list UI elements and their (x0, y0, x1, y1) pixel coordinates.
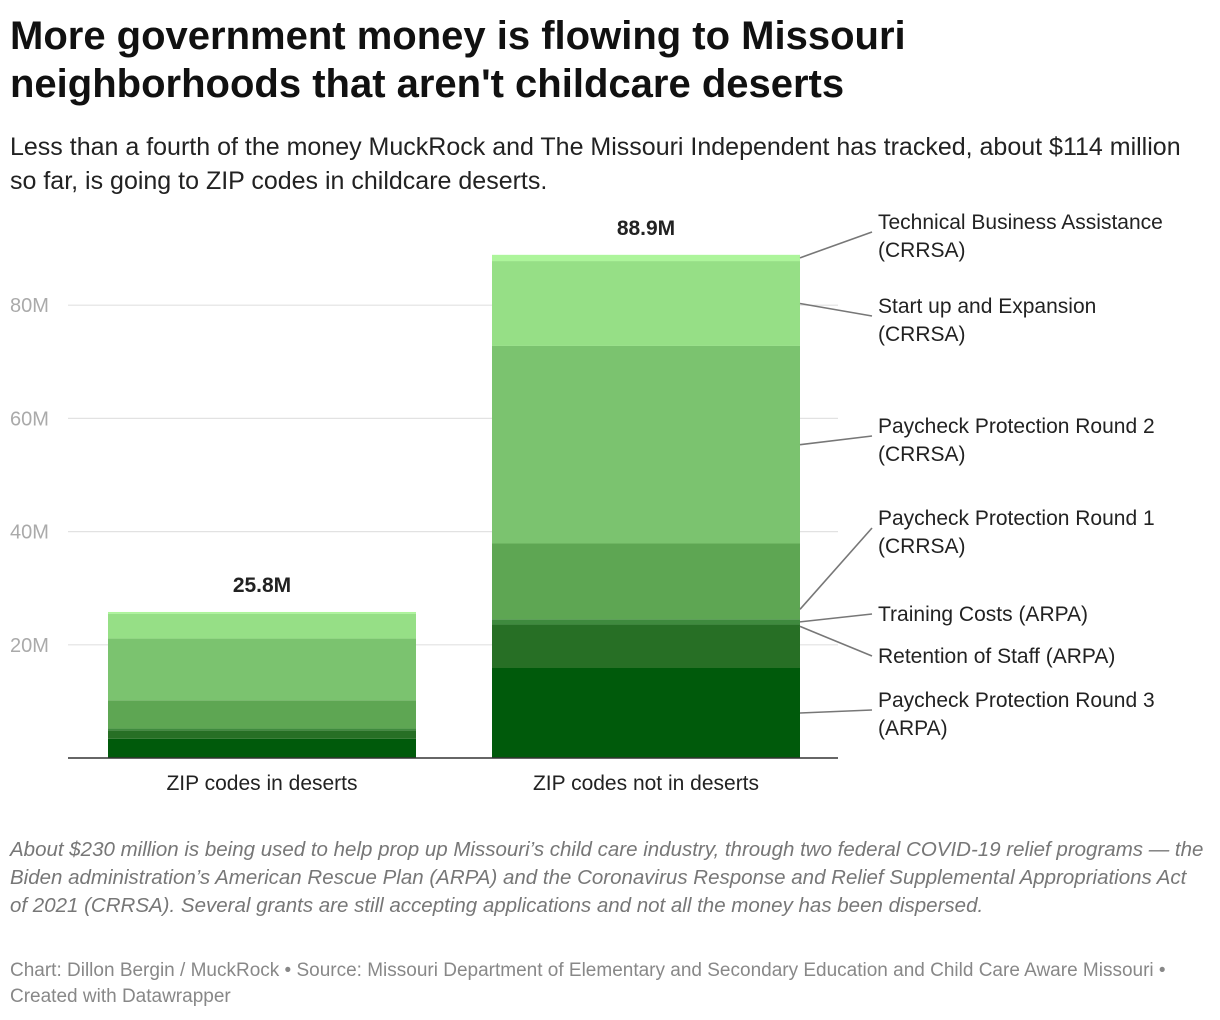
series-label: (CRRSA) (878, 535, 966, 558)
category-label: ZIP codes not in deserts (533, 772, 759, 795)
bar-segment (492, 261, 800, 346)
bar-segment (108, 738, 416, 758)
bar-segment (108, 613, 416, 639)
bar-segment (108, 728, 416, 731)
series-label: (CRRSA) (878, 443, 966, 466)
bar-total-label: 88.9M (617, 217, 675, 240)
stacked-bar-chart: 20M 40M 60M 80M 25.8M ZIP codes in deserts 88… (10, 211, 1163, 795)
bar-segment (108, 700, 416, 729)
bars: 25.8M ZIP codes in deserts 88.9M ZIP codes … (108, 217, 800, 795)
series-labels: Paycheck Protection Round 3 (ARPA) Retenti… (799, 211, 1163, 740)
bar-segment (108, 730, 416, 739)
bar-segment (108, 611, 416, 614)
chart-title: More government money is flowing to Miss… (10, 14, 906, 106)
chart-source: Chart: Dillon Bergin / MuckRock • Source… (10, 960, 1166, 1007)
y-tick-label: 40M (10, 522, 49, 544)
series-label: Retention of Staff (ARPA) (878, 645, 1115, 668)
bar-segment (492, 668, 800, 758)
series-label: Training Costs (ARPA) (878, 603, 1088, 626)
series-label: (CRRSA) (878, 323, 966, 346)
chart-subtitle: Less than a fourth of the money MuckRock… (10, 133, 1181, 195)
label-connector (799, 527, 873, 610)
category-label: ZIP codes in deserts (166, 772, 357, 795)
bar-segment (492, 543, 800, 620)
label-connector (799, 231, 873, 259)
bar-total-label: 25.8M (233, 574, 291, 597)
series-label: Paycheck Protection Round 3 (878, 689, 1155, 712)
series-label: Paycheck Protection Round 2 (878, 415, 1155, 438)
y-tick-label: 60M (10, 408, 49, 430)
label-connector (799, 302, 873, 317)
series-label: (ARPA) (878, 717, 948, 740)
bar-segment (492, 345, 800, 544)
series-label: Technical Business Assistance (878, 211, 1163, 234)
series-label: (CRRSA) (878, 239, 966, 262)
bar-segment (108, 638, 416, 701)
bar-segment (492, 254, 800, 262)
label-connector (799, 625, 873, 657)
bar-segment (492, 624, 800, 669)
series-label: Start up and Expansion (878, 295, 1096, 318)
label-connector (799, 613, 873, 623)
series-label: Paycheck Protection Round 1 (878, 507, 1155, 530)
label-connector (799, 709, 873, 714)
y-tick-label: 20M (10, 635, 49, 657)
y-tick-label: 80M (10, 295, 49, 317)
bar-segment (492, 619, 800, 625)
label-connector (799, 435, 873, 446)
chart-notes: About $230 million is being used to help… (10, 838, 1204, 917)
